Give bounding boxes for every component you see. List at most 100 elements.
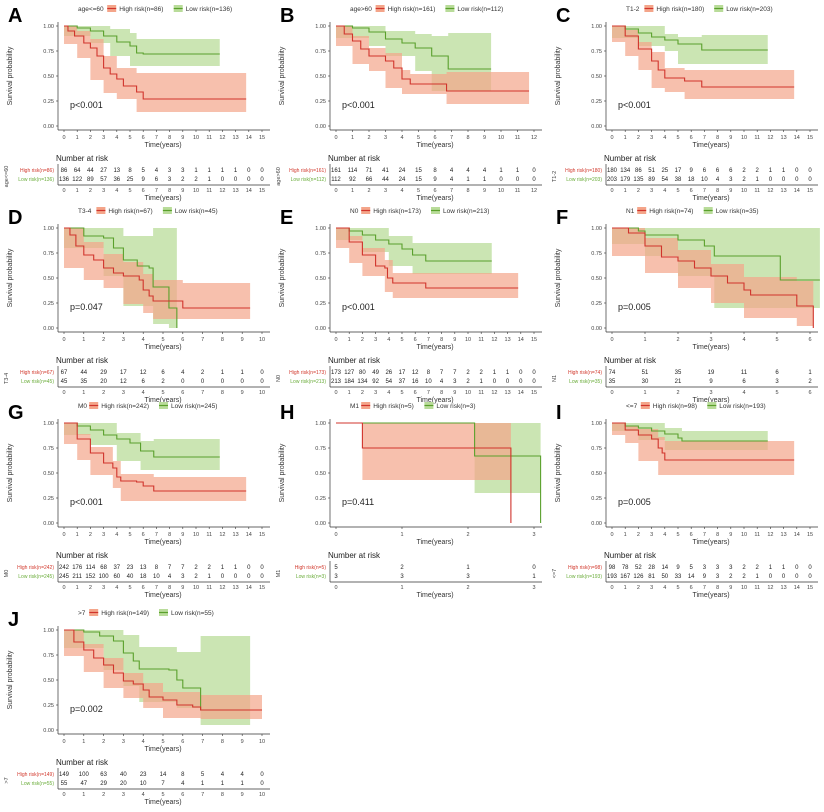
- risk-count-low: 4: [440, 379, 444, 385]
- y-axis-title: Survival probability: [279, 46, 286, 105]
- high-risk-ci-band: [612, 26, 795, 99]
- risk-x-tick-label: 2: [367, 188, 370, 194]
- risk-x-tick-label: 1: [82, 792, 85, 798]
- km-plot-svg: C T1-2 High risk(n=180) Low risk(n=203) Surv…: [552, 5, 818, 202]
- risk-x-tick-label: 6: [433, 188, 436, 194]
- x-tick-label: 13: [233, 135, 239, 141]
- low-risk-curve: [612, 422, 768, 442]
- risk-table-title: Number at risk: [604, 356, 657, 365]
- x-tick-label: 5: [676, 135, 679, 141]
- risk-x-tick-label: 10: [465, 390, 471, 396]
- risk-count-high: 3: [716, 565, 720, 571]
- risk-count-low: 14: [688, 574, 695, 580]
- risk-count-low: 6: [742, 379, 746, 385]
- risk-x-tick-label: 0: [62, 188, 65, 194]
- km-panel-c: C T1-2 High risk(n=180) Low risk(n=203) Surv…: [548, 0, 822, 202]
- risk-count-low: 0: [221, 574, 225, 580]
- risk-count-high: 4: [466, 168, 470, 174]
- x-axis-title: Time(years): [144, 344, 181, 351]
- risk-count-low: 35: [609, 379, 616, 385]
- risk-count-low: 152: [85, 574, 96, 580]
- risk-x-tick-label: 11: [754, 585, 760, 591]
- risk-count-high: 1: [499, 168, 503, 174]
- x-tick-label: 7: [703, 135, 706, 141]
- high-risk-ci-band: [64, 423, 247, 501]
- x-tick-label: 5: [161, 739, 164, 745]
- low-risk-curve: [64, 25, 220, 55]
- x-tick-label: 6: [414, 337, 417, 343]
- risk-x-tick-label: 4: [115, 188, 118, 194]
- risk-x-tick-label: 7: [201, 792, 204, 798]
- x-tick-label: 2: [466, 532, 469, 538]
- risk-strata-label: M1: [276, 570, 282, 578]
- risk-count-low: 47: [80, 781, 87, 787]
- risk-count-high: 3: [168, 168, 172, 174]
- x-tick-label: 2: [102, 337, 105, 343]
- risk-count-low: 1: [241, 781, 245, 787]
- x-tick-label: 1: [82, 739, 85, 745]
- risk-count-high: 17: [120, 370, 127, 376]
- x-tick-label: 4: [142, 739, 145, 745]
- risk-count-high: 176: [72, 565, 83, 571]
- risk-count-high: 7: [181, 565, 185, 571]
- risk-x-tick-label: 5: [775, 390, 778, 396]
- y-tick-label: 0.25: [591, 99, 602, 105]
- risk-x-tick-label: 1: [348, 390, 351, 396]
- risk-count-high: 7: [168, 565, 172, 571]
- risk-count-low: 54: [385, 379, 392, 385]
- risk-x-tick-label: 2: [102, 390, 105, 396]
- risk-table-title: Number at risk: [328, 356, 381, 365]
- legend-strata: >7: [78, 610, 86, 617]
- panel-letter: J: [8, 609, 19, 631]
- risk-count-low: 3: [400, 574, 404, 580]
- x-tick-label: 4: [115, 135, 118, 141]
- x-tick-label: 14: [794, 135, 800, 141]
- x-tick-label: 11: [754, 532, 760, 538]
- high-risk-curve: [612, 227, 814, 328]
- risk-count-high: 4: [483, 168, 487, 174]
- risk-x-tick-label: 4: [115, 585, 118, 591]
- risk-count-low: 57: [100, 177, 107, 183]
- risk-count-low: 0: [516, 177, 520, 183]
- y-tick-label: 0.50: [315, 276, 326, 282]
- risk-count-high: 11: [741, 370, 748, 376]
- risk-count-low: 2: [181, 177, 185, 183]
- x-tick-label: 1: [624, 135, 627, 141]
- risk-count-low: 3: [716, 574, 720, 580]
- risk-x-axis-title: Time(years): [692, 397, 729, 404]
- risk-x-tick-label: 5: [161, 792, 164, 798]
- risk-count-high: 1: [516, 168, 520, 174]
- risk-strata-label: N0: [276, 375, 282, 382]
- km-panel-g: G M0 High risk(n=242) Low risk(n=245) Surviv…: [0, 397, 274, 599]
- x-tick-label: 5: [128, 135, 131, 141]
- risk-count-low: 3: [453, 379, 457, 385]
- risk-count-high: 80: [359, 370, 366, 376]
- risk-count-high: 0: [260, 168, 264, 174]
- risk-count-low: 33: [675, 574, 682, 580]
- y-tick-label: 0.75: [591, 49, 602, 55]
- x-tick-label: 3: [532, 532, 535, 538]
- legend: N1 High risk(n=74) Low risk(n=35): [626, 207, 759, 215]
- low-risk-curve: [336, 25, 492, 70]
- risk-count-high: 3: [181, 168, 185, 174]
- legend-strata: N1: [626, 208, 635, 215]
- y-tick-label: 0.75: [43, 446, 54, 452]
- risk-count-high: 41: [382, 168, 389, 174]
- risk-x-tick-label: 6: [414, 390, 417, 396]
- risk-count-low: 2: [194, 574, 198, 580]
- risk-count-high: 14: [160, 772, 167, 778]
- risk-strata-label: N1: [552, 375, 558, 382]
- risk-x-tick-label: 8: [440, 390, 443, 396]
- risk-x-tick-label: 7: [703, 585, 706, 591]
- risk-table-title: Number at risk: [56, 154, 109, 163]
- risk-count-low: 2: [194, 177, 198, 183]
- risk-count-low: 35: [80, 379, 87, 385]
- risk-count-high: 68: [100, 565, 107, 571]
- y-tick-label: 0.50: [315, 471, 326, 477]
- risk-count-high: 3: [729, 565, 733, 571]
- risk-count-low: 0: [808, 177, 812, 183]
- risk-x-axis-title: Time(years): [692, 592, 729, 599]
- risk-count-high: 7: [440, 370, 444, 376]
- risk-count-low: 45: [61, 379, 68, 385]
- risk-x-tick-label: 3: [102, 188, 105, 194]
